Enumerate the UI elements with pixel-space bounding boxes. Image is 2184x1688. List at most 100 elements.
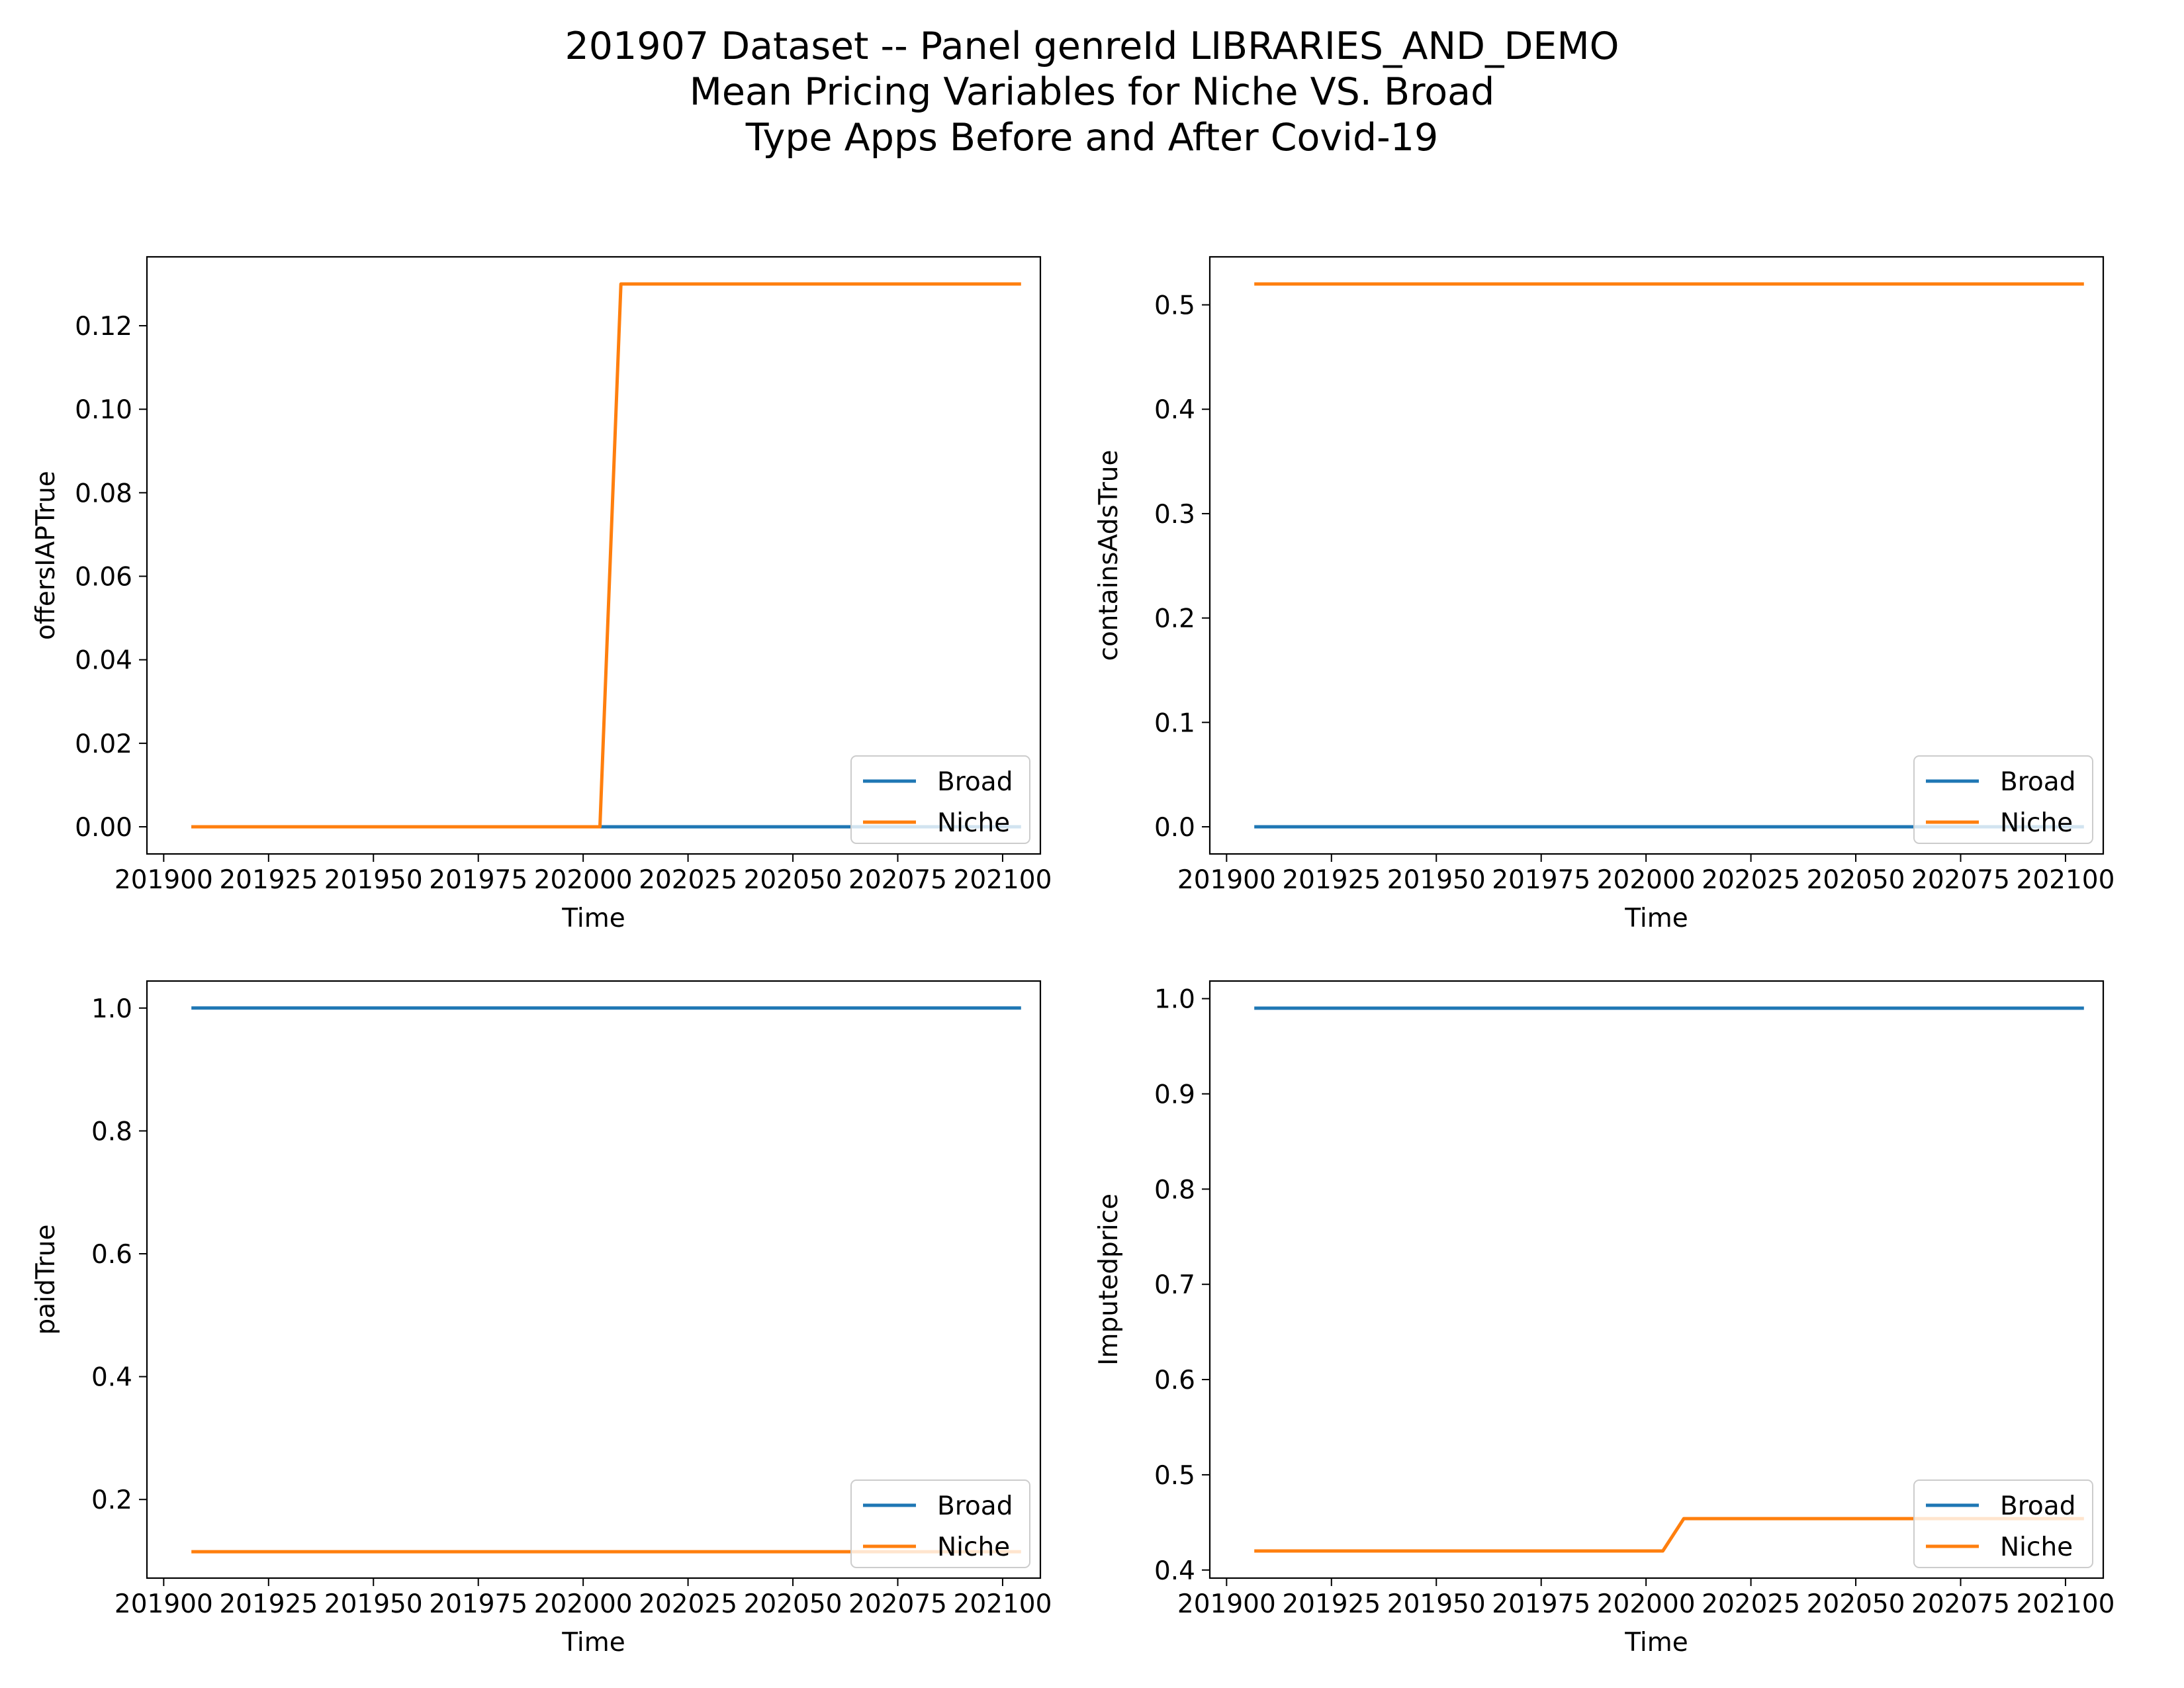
y-tick-label: 1.0	[1154, 985, 1195, 1015]
y-tick-label: 0.10	[75, 395, 132, 425]
figure-title-line-2: Mean Pricing Variables for Niche VS. Bro…	[689, 70, 1495, 114]
subplot-4: 201900 201925 201950 201975 202000 202025 2020…	[1094, 980, 2115, 1658]
x-tick-label: 202050	[744, 865, 842, 895]
figure-title: 201907 Dataset -- Panel genreId LIBRARIE…	[0, 24, 2184, 161]
y-tick-label: 0.02	[75, 729, 132, 759]
series-line-niche	[1254, 1517, 2084, 1553]
y-tick-label: 0.2	[1154, 604, 1195, 634]
y-tick-label: 0.5	[1154, 1461, 1195, 1491]
x-tick-label: 202075	[1911, 1589, 2010, 1619]
legend: Broad Niche	[850, 755, 1030, 844]
x-tick-label: 202100	[2017, 865, 2115, 895]
y-tick-label: 0.5	[1154, 291, 1195, 321]
y-tick-label: 0.8	[91, 1117, 132, 1147]
y-tick-label: 0.1	[1154, 708, 1195, 738]
axes-frame	[1208, 980, 2105, 1579]
subplot-1: 201900 201925 201950 201975 202000 202025 2020…	[31, 256, 1052, 933]
subplot-3: 201900 201925 201950 201975 202000 202025 2020…	[31, 980, 1052, 1658]
y-tick-label: 0.2	[91, 1485, 132, 1515]
axes-frame	[1208, 256, 2105, 855]
x-tick-label: 202100	[2017, 1589, 2115, 1619]
legend-label-broad: Broad	[2000, 1491, 2075, 1521]
y-tick-label: 0.4	[1154, 395, 1195, 425]
series-lines	[1254, 282, 2084, 829]
axes-frame	[146, 980, 1042, 1579]
y-axis-label: containsAdsTrue	[1094, 450, 1124, 661]
y-tick-label: 0.6	[1154, 1366, 1195, 1395]
y-axis-label: Imputedprice	[1094, 1194, 1124, 1366]
x-tick-label: 202025	[639, 865, 737, 895]
x-tick-label: 202075	[848, 1589, 947, 1619]
x-tick-label: 202000	[1597, 1589, 1696, 1619]
y-tick-label: 1.0	[91, 994, 132, 1024]
y-tick-label: 0.06	[75, 563, 132, 592]
y-tick-label: 0.0	[1154, 813, 1195, 843]
x-tick-label: 202100	[954, 865, 1052, 895]
x-tick-label: 201925	[219, 865, 318, 895]
x-tick-label: 202025	[1702, 1589, 1800, 1619]
x-tick-label: 201975	[1492, 1589, 1590, 1619]
x-tick-label: 201950	[324, 865, 423, 895]
x-tick-label: 202000	[1597, 865, 1696, 895]
y-tick-label: 0.00	[75, 813, 132, 843]
x-tick-label: 201950	[324, 1589, 423, 1619]
x-tick-label: 201925	[1282, 1589, 1381, 1619]
x-axis-label: Time	[1624, 904, 1688, 933]
legend: Broad Niche	[850, 1479, 1030, 1568]
legend-label-broad: Broad	[937, 1491, 1013, 1521]
y-tick-label: 0.4	[91, 1363, 132, 1393]
legend: Broad Niche	[1913, 1479, 2093, 1568]
x-tick-label: 202050	[744, 1589, 842, 1619]
figure-title-line-1: 201907 Dataset -- Panel genreId LIBRARIE…	[565, 24, 1619, 68]
legend-label-niche: Niche	[937, 1532, 1010, 1562]
y-tick-label: 0.08	[75, 479, 132, 508]
legend: Broad Niche	[1913, 755, 2093, 844]
series-lines	[191, 1006, 1021, 1554]
x-tick-label: 202050	[1807, 865, 1905, 895]
x-tick-label: 201900	[1177, 1589, 1276, 1619]
x-tick-label: 202000	[534, 865, 633, 895]
legend-label-niche: Niche	[2000, 1532, 2073, 1562]
y-tick-label: 0.4	[1154, 1556, 1195, 1586]
y-tick-label: 0.6	[91, 1240, 132, 1270]
x-tick-label: 202050	[1807, 1589, 1905, 1619]
x-tick-label: 202025	[1702, 865, 1800, 895]
x-tick-label: 201900	[114, 1589, 213, 1619]
x-tick-label: 201950	[1387, 1589, 1486, 1619]
legend-label-broad: Broad	[937, 767, 1013, 797]
x-tick-label: 201900	[114, 865, 213, 895]
legend-label-niche: Niche	[2000, 808, 2073, 838]
x-tick-label: 201975	[429, 865, 527, 895]
axes-frame	[146, 256, 1042, 855]
x-axis-label: Time	[561, 1628, 625, 1658]
y-tick-label: 0.7	[1154, 1270, 1195, 1300]
series-lines	[1254, 1006, 2084, 1553]
x-tick-label: 202025	[639, 1589, 737, 1619]
x-tick-label: 201975	[429, 1589, 527, 1619]
y-tick-label: 0.3	[1154, 500, 1195, 530]
x-tick-label: 201975	[1492, 865, 1590, 895]
x-tick-label: 202100	[954, 1589, 1052, 1619]
x-axis-label: Time	[1624, 1628, 1688, 1658]
x-axis-label: Time	[561, 904, 625, 933]
y-tick-label: 0.04	[75, 646, 132, 676]
legend-label-broad: Broad	[2000, 767, 2075, 797]
figure-title-line-3: Type Apps Before and After Covid-19	[745, 116, 1439, 160]
legend-label-niche: Niche	[937, 808, 1010, 838]
x-tick-label: 202075	[848, 865, 947, 895]
y-tick-label: 0.8	[1154, 1175, 1195, 1205]
y-axis-label: paidTrue	[31, 1224, 61, 1335]
x-tick-label: 201925	[1282, 865, 1381, 895]
series-line-niche	[191, 282, 1021, 829]
y-tick-label: 0.12	[75, 312, 132, 342]
subplot-2: 201900 201925 201950 201975 202000 202025 2020…	[1094, 256, 2115, 933]
x-tick-label: 201900	[1177, 865, 1276, 895]
y-tick-label: 0.9	[1154, 1080, 1195, 1109]
x-tick-label: 202075	[1911, 865, 2010, 895]
series-lines	[191, 282, 1021, 829]
y-axis-label: offersIAPTrue	[31, 471, 61, 640]
x-tick-label: 202000	[534, 1589, 633, 1619]
x-tick-label: 201950	[1387, 865, 1486, 895]
x-tick-label: 201925	[219, 1589, 318, 1619]
